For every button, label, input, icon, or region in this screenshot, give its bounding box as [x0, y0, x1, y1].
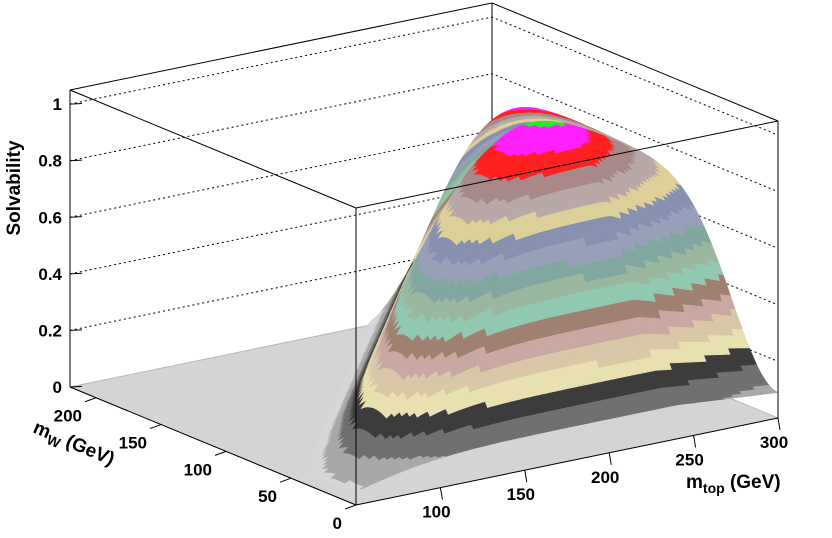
right-top-edge	[491, 2, 779, 122]
surface-bands	[302, 106, 780, 492]
grid-line-z-4	[69, 73, 779, 193]
back-top-edge	[69, 2, 493, 91]
grid-line-z-5	[69, 16, 779, 136]
